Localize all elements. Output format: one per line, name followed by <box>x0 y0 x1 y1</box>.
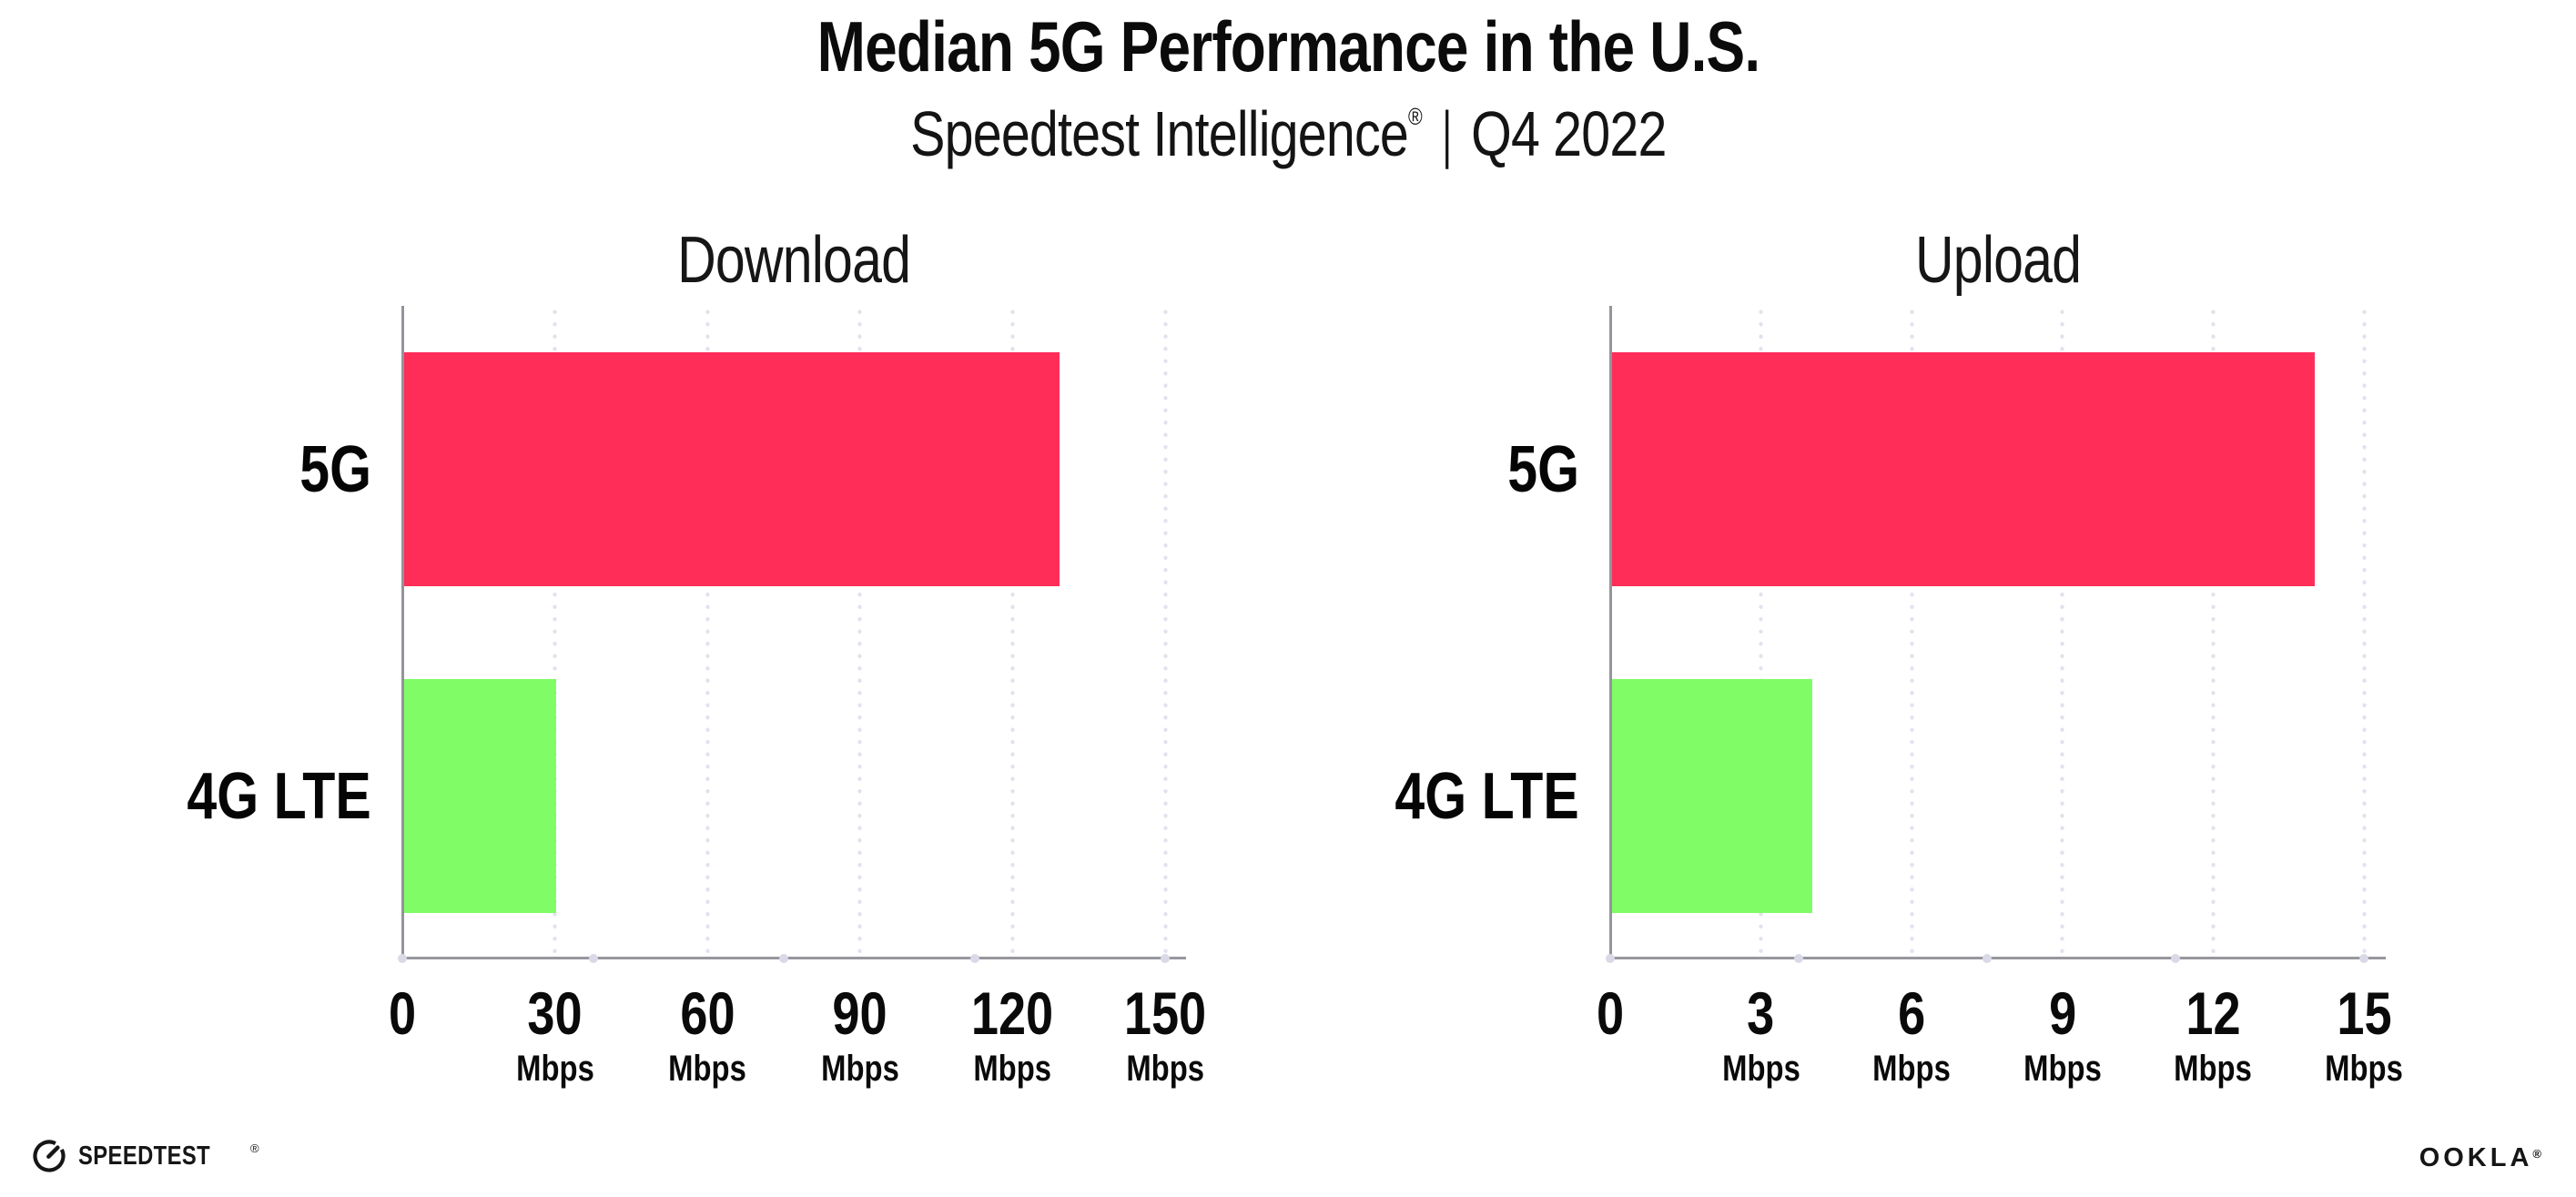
subtitle-period: Q4 2022 <box>1470 98 1667 169</box>
x-axis-line <box>401 957 1186 959</box>
gridline <box>2210 306 2216 959</box>
x-tick-unit: Mbps <box>1872 1048 1952 1089</box>
category-label-4g-lte: 4G LTE <box>1354 679 1579 913</box>
x-tick-15: 15 Mbps <box>2317 979 2411 1089</box>
category-label-5g-text: 5G <box>1507 432 1579 506</box>
axis-quarter-dot <box>1794 954 1803 963</box>
x-tick-unit: Mbps <box>2174 1048 2253 1089</box>
category-label-4g-lte-text: 4G LTE <box>1394 759 1579 833</box>
x-tick-unit: Mbps <box>1126 1048 1204 1089</box>
gridline <box>1909 306 1914 959</box>
subtitle-brand: Speedtest Intelligence <box>909 98 1409 169</box>
download-chart: Download 5G 4G LTE 0 30 Mbps 60 Mbps 90 … <box>188 228 1206 1087</box>
x-tick-value: 0 <box>388 979 417 1047</box>
x-tick-unit: Mbps <box>515 1048 594 1089</box>
category-label-5g: 5G <box>1492 352 1579 586</box>
speedtest-wordmark-text: SPEEDTEST <box>78 1141 211 1171</box>
x-tick-unit: Mbps <box>973 1048 1052 1089</box>
category-label-4g-lte-text: 4G LTE <box>187 759 371 833</box>
x-tick-3: 3 Mbps <box>1713 979 1808 1089</box>
x-tick-value: 30 <box>527 979 583 1047</box>
x-tick-90: 90 Mbps <box>813 979 908 1089</box>
axis-quarter-dot <box>1606 954 1615 963</box>
upload-chart-title: Upload <box>1610 228 2386 293</box>
registered-mark-icon: ® <box>1407 103 1423 130</box>
download-chart-title-text: Download <box>677 224 911 297</box>
gridline <box>705 306 710 959</box>
axis-quarter-dot <box>398 954 407 963</box>
gridline <box>1009 306 1015 959</box>
axis-quarter-dot <box>2171 954 2180 963</box>
speedtest-gauge-icon <box>33 1140 66 1172</box>
gridline <box>1759 306 1764 959</box>
chart-header: Median 5G Performance in the U.S. Speedt… <box>0 0 2576 166</box>
x-tick-value: 60 <box>680 979 735 1047</box>
page-title-text: Median 5G Performance in the U.S. <box>816 6 1760 86</box>
bar-4g-lte-upload <box>1611 679 1812 913</box>
axis-quarter-dot <box>1161 954 1170 963</box>
x-tick-0: 0 <box>386 979 420 1087</box>
bar-4g-lte-download <box>403 679 556 913</box>
ookla-logo: OOKLA® <box>2419 1143 2545 1173</box>
bar-5g-upload <box>1611 352 2315 586</box>
x-tick-150: 150 Mbps <box>1115 979 1215 1089</box>
download-chart-title: Download <box>402 228 1186 293</box>
x-tick-unit: Mbps <box>820 1048 899 1089</box>
x-tick-unit: Mbps <box>1721 1048 1800 1089</box>
gridline <box>2361 306 2367 959</box>
upload-plot-area: 0 3 Mbps 6 Mbps 9 Mbps 12 Mbps 15 Mbps <box>1597 306 2403 1087</box>
gridline <box>1162 306 1168 959</box>
x-tick-value: 150 <box>1123 979 1207 1047</box>
speedtest-logo: SPEEDTEST ® <box>31 1138 259 1174</box>
axis-quarter-dot <box>2359 954 2368 963</box>
page-title: Median 5G Performance in the U.S. <box>0 11 2576 82</box>
x-tick-value: 15 <box>2336 979 2392 1047</box>
x-tick-6: 6 Mbps <box>1864 979 1959 1089</box>
speedtest-wordmark: SPEEDTEST <box>78 1141 239 1172</box>
x-tick-30: 30 Mbps <box>507 979 602 1089</box>
x-tick-unit: Mbps <box>2325 1048 2403 1089</box>
x-tick-9: 9 Mbps <box>2015 979 2110 1089</box>
upload-chart-title-text: Upload <box>1914 224 2082 297</box>
subtitle-separator: | <box>1442 98 1451 169</box>
x-tick-0: 0 <box>1594 979 1628 1087</box>
axis-quarter-dot <box>588 954 598 963</box>
x-axis-line <box>1609 957 2386 959</box>
gridline <box>2060 306 2065 959</box>
speedtest-registered-mark-icon: ® <box>249 1141 259 1155</box>
gridline <box>553 306 558 959</box>
x-tick-value: 0 <box>1596 979 1625 1047</box>
x-tick-unit: Mbps <box>2023 1048 2102 1089</box>
x-tick-value: 120 <box>971 979 1054 1047</box>
axis-quarter-dot <box>969 954 979 963</box>
category-label-5g-text: 5G <box>299 432 371 506</box>
x-tick-value: 12 <box>2186 979 2241 1047</box>
axis-quarter-dot <box>779 954 788 963</box>
y-axis-line <box>401 306 404 959</box>
gridline <box>857 306 863 959</box>
x-tick-120: 120 Mbps <box>962 979 1062 1089</box>
x-tick-unit: Mbps <box>668 1048 747 1089</box>
bar-5g-download <box>403 352 1060 586</box>
axis-quarter-dot <box>1983 954 1992 963</box>
page-subtitle: Speedtest Intelligence® | Q4 2022 <box>0 102 2576 166</box>
x-tick-12: 12 Mbps <box>2165 979 2260 1089</box>
x-tick-value: 90 <box>832 979 887 1047</box>
x-tick-value: 9 <box>2048 979 2076 1047</box>
page-subtitle-text: Speedtest Intelligence® | Q4 2022 <box>910 98 1667 169</box>
x-tick-value: 6 <box>1898 979 1926 1047</box>
x-tick-value: 3 <box>1747 979 1775 1047</box>
ookla-registered-mark-icon: ® <box>2532 1147 2545 1161</box>
ookla-wordmark: OOKLA <box>2419 1143 2533 1172</box>
upload-chart: Upload 5G 4G LTE 0 3 Mbps 6 Mbps 9 Mbps <box>1395 228 2403 1087</box>
category-label-5g: 5G <box>284 352 371 586</box>
category-label-4g-lte: 4G LTE <box>147 679 371 913</box>
download-plot-area: 0 30 Mbps 60 Mbps 90 Mbps 120 Mbps 150 M… <box>389 306 1206 1087</box>
x-tick-60: 60 Mbps <box>660 979 755 1089</box>
y-axis-line <box>1609 306 1612 959</box>
